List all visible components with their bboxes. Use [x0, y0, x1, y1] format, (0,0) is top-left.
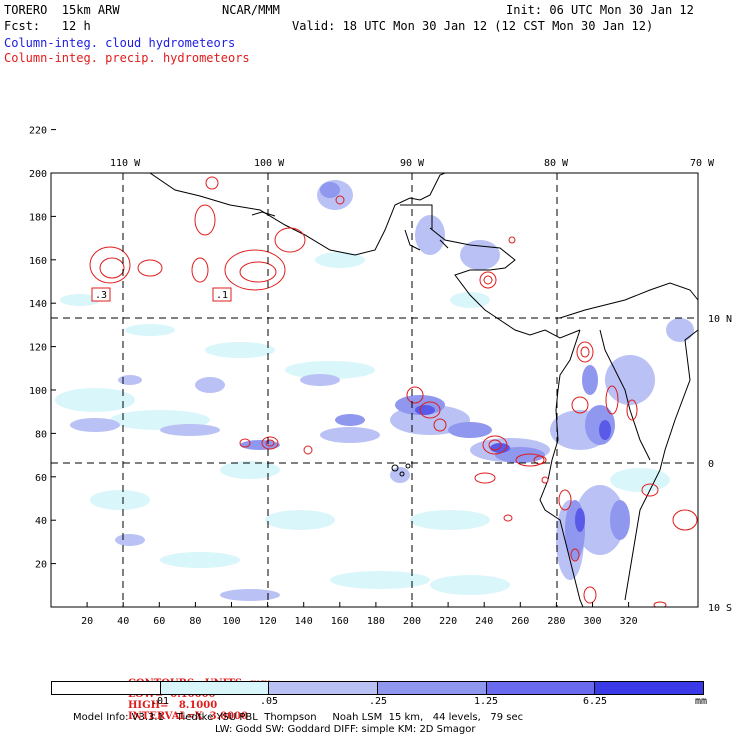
color-legend — [51, 681, 704, 695]
x-tick-label: 100 — [222, 616, 240, 627]
forecast-hour: Fcst: 12 h — [4, 19, 91, 33]
x-tick-label: 80 — [189, 616, 201, 627]
legend-cell — [486, 682, 596, 694]
x-axis: 20 40 60 80 100 120 140 160 180 200 220 240 260 280 30… — [81, 602, 638, 627]
x-tick-label: 40 — [117, 616, 129, 627]
box-label: .1 — [216, 290, 228, 301]
x-tick-label: 180 — [367, 616, 385, 627]
legend-label: .01 — [151, 696, 170, 707]
x-tick-label: 60 — [153, 616, 165, 627]
y-tick-label: 60 — [35, 473, 47, 484]
lat-label: 0 — [708, 459, 714, 470]
graticule — [51, 173, 698, 607]
lat-label: 10 S — [708, 603, 732, 614]
y-axis: 220 200 180 160 140 120 100 80 60 40 20 — [29, 126, 56, 571]
legend-label: .25 — [369, 696, 388, 707]
y-tick-label: 100 — [29, 386, 47, 397]
legend-label: 6.25 — [583, 696, 608, 707]
legend-label: 1.25 — [474, 696, 499, 707]
y-tick-label: 200 — [29, 169, 47, 180]
lon-label: 70 W — [690, 158, 715, 169]
field-cloud-label: Column-integ. cloud hydrometeors — [4, 36, 236, 50]
lon-label: 110 W — [110, 158, 141, 169]
x-tick-label: 260 — [511, 616, 529, 627]
right-lat-labels: 10 N 0 10 S — [708, 314, 732, 614]
lat-label: 10 N — [708, 314, 732, 325]
legend-cell — [378, 682, 487, 694]
field-precip-label: Column-integ. precip. hydrometeors — [4, 51, 250, 65]
precip-contours — [89, 176, 698, 607]
legend-cell — [595, 682, 704, 694]
contour-interval: INTERVAL=X 3.0000 — [127, 711, 248, 722]
model-info: Model Info: V3.3.1 Tiedtke YSU PBL Thomp… — [73, 712, 524, 723]
y-tick-label: 140 — [29, 299, 47, 310]
x-tick-label: 220 — [439, 616, 457, 627]
y-tick-label: 20 — [35, 560, 47, 571]
model-physics: LW: Godd SW: Goddard DIFF: simple KM: 2D… — [215, 724, 476, 735]
y-tick-label: 160 — [29, 256, 47, 267]
init-time: Init: 06 UTC Mon 30 Jan 12 — [506, 3, 694, 17]
shading-layer — [55, 180, 694, 601]
contour-high: HIGH= 8.1000 — [127, 700, 218, 711]
x-tick-label: 280 — [547, 616, 565, 627]
x-tick-label: 240 — [475, 616, 493, 627]
y-tick-label: 80 — [35, 429, 47, 440]
legend-unit: mm — [695, 696, 708, 707]
center-label: NCAR/MMM — [222, 3, 280, 17]
x-tick-label: 300 — [583, 616, 601, 627]
lon-label: 90 W — [400, 158, 425, 169]
box-labels: .3 .1 — [91, 287, 232, 302]
x-tick-label: 140 — [295, 616, 313, 627]
top-lon-labels: 110 W 100 W 90 W 80 W 70 W — [110, 158, 715, 169]
legend-cell — [269, 682, 379, 694]
legend-cell — [52, 682, 161, 694]
y-tick-label: 120 — [29, 343, 47, 354]
x-tick-label: 20 — [81, 616, 93, 627]
valid-time: Valid: 18 UTC Mon 30 Jan 12 (12 CST Mon … — [292, 19, 654, 33]
x-tick-label: 120 — [259, 616, 277, 627]
x-tick-label: 160 — [331, 616, 349, 627]
x-tick-label: 200 — [403, 616, 421, 627]
y-tick-label: 220 — [29, 126, 47, 137]
model-title: TORERO 15km ARW — [4, 3, 120, 17]
y-tick-label: 40 — [35, 516, 47, 527]
legend-label: .05 — [260, 696, 279, 707]
x-tick-label: 320 — [620, 616, 638, 627]
y-tick-label: 180 — [29, 212, 47, 223]
lon-label: 80 W — [544, 158, 569, 169]
lon-label: 100 W — [254, 158, 285, 169]
box-label: .3 — [95, 290, 107, 301]
legend-cell — [160, 682, 270, 694]
